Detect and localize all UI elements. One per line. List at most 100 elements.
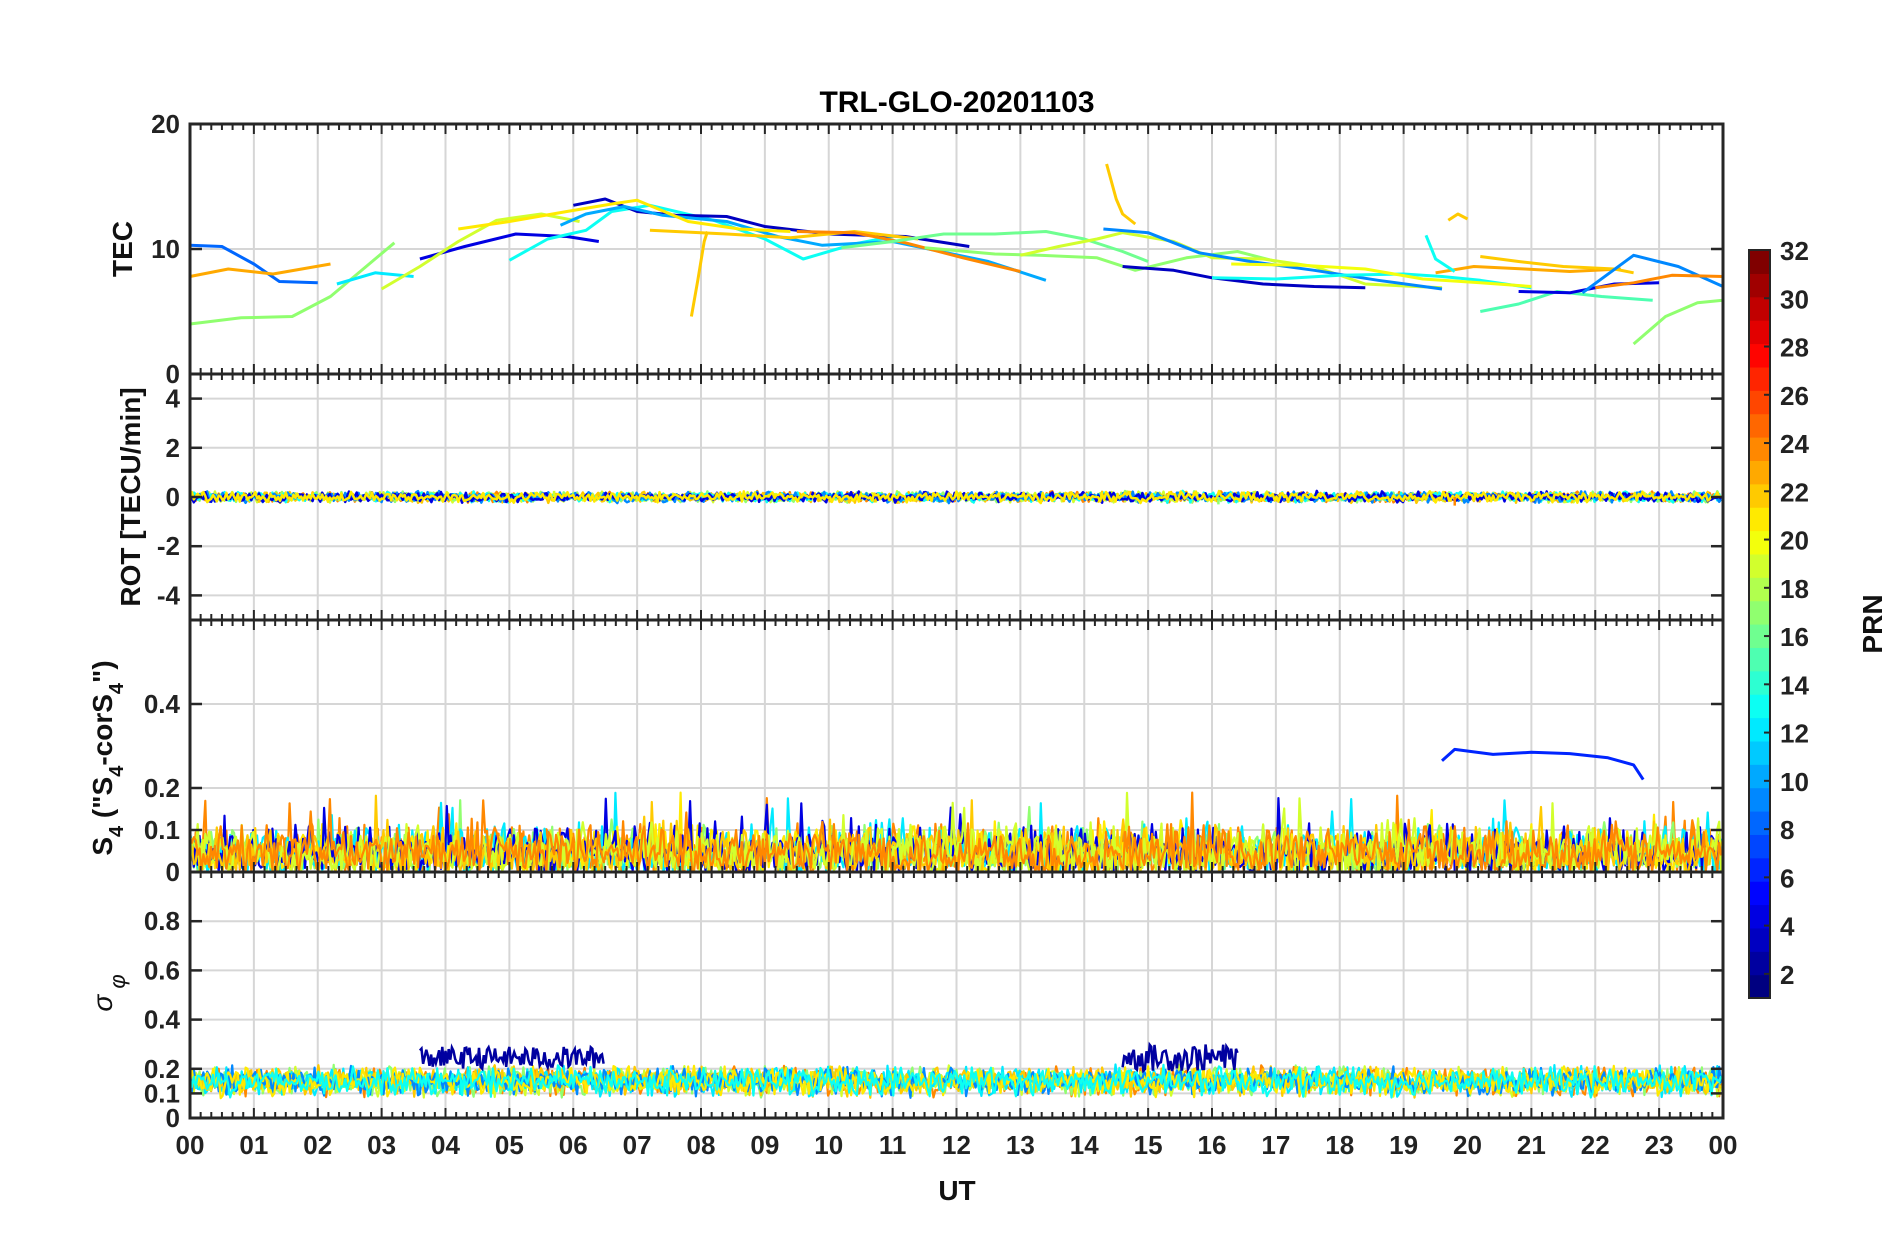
- x-tick-label: 09: [750, 1130, 779, 1160]
- tec-series-prn-23: [189, 262, 331, 278]
- colorbar-segment: [1749, 577, 1770, 602]
- x-tick-label: 12: [942, 1130, 971, 1160]
- colorbar-tick-label: 28: [1780, 333, 1809, 363]
- sigma_phi-trace-prn-13: [188, 1063, 1723, 1099]
- s4-y-tick-label: 0.2: [144, 773, 180, 803]
- colorbar-tick-label: 30: [1780, 284, 1809, 314]
- colorbar-segment: [1749, 366, 1770, 391]
- colorbar-segment: [1749, 460, 1770, 485]
- sigma_phi-burst-prn-2: [1121, 1041, 1239, 1074]
- colorbar-segment: [1749, 390, 1770, 415]
- tec-series-prn-4: [419, 232, 600, 261]
- x-tick-label: 17: [1261, 1130, 1290, 1160]
- tec-series-prn-17: [1632, 298, 1724, 346]
- colorbar-segment: [1749, 811, 1770, 835]
- x-tick-label: 21: [1517, 1130, 1546, 1160]
- x-tick-label: 14: [1070, 1130, 1099, 1160]
- x-tick-label: 20: [1453, 1130, 1482, 1160]
- x-tick-label: 13: [1006, 1130, 1035, 1160]
- colorbar-segment: [1749, 624, 1770, 648]
- colorbar-tick-label: 6: [1780, 863, 1794, 893]
- x-tick-label: 03: [367, 1130, 396, 1160]
- tec-series-prn-16: [841, 230, 1149, 263]
- s4-y-tick-label: 0.1: [144, 815, 180, 845]
- colorbar-segment: [1749, 437, 1770, 461]
- colorbar-segment: [1749, 320, 1770, 345]
- tec-series-prn-20: [1231, 262, 1532, 288]
- colorbar-segment: [1749, 296, 1770, 321]
- colorbar-segment: [1749, 927, 1770, 952]
- colorbar-tick-label: 8: [1780, 815, 1794, 845]
- chart-title: TRL-GLO-20201103: [819, 86, 1094, 119]
- colorbar-segment: [1749, 881, 1770, 906]
- x-tick-label: 00: [1709, 1130, 1738, 1160]
- colorbar-tick-label: 24: [1780, 429, 1809, 459]
- rot-y-axis-label: ROT [TECU/min]: [115, 387, 146, 606]
- colorbar-segment: [1749, 647, 1770, 672]
- colorbar-segment: [1749, 273, 1770, 298]
- colorbar-segment: [1749, 717, 1770, 742]
- colorbar-segment: [1749, 507, 1770, 532]
- s4-y-tick-label: 0: [166, 857, 180, 887]
- x-tick-label: 08: [687, 1130, 716, 1160]
- tec-series-prn-22: [1447, 212, 1469, 222]
- x-tick-label: 11: [879, 1130, 907, 1160]
- colorbar-segment: [1749, 670, 1770, 695]
- sigma_phi-y-tick-label: 0.2: [144, 1054, 180, 1084]
- s4-y-axis-label: S4 ("S4-corS4"): [87, 660, 128, 855]
- colorbar-tick-label: 12: [1780, 719, 1809, 749]
- colorbar-segment: [1749, 951, 1770, 976]
- tec-series-prn-10: [559, 205, 1047, 282]
- tec-series-prn-3: [1122, 265, 1366, 290]
- x-tick-label: 22: [1581, 1130, 1610, 1160]
- colorbar-segment: [1749, 857, 1770, 882]
- tec-series-prn-22: [649, 228, 919, 241]
- colorbar-segment: [1749, 834, 1770, 859]
- s4-series-prn-6: [1441, 747, 1645, 781]
- rot-y-tick-label: -2: [157, 531, 180, 561]
- x-tick-label: 04: [431, 1130, 460, 1160]
- tec-series-prn-8: [189, 243, 318, 285]
- x-tick-label: 06: [559, 1130, 588, 1160]
- colorbar-tick-label: 26: [1780, 381, 1809, 411]
- x-tick-label: 07: [623, 1130, 652, 1160]
- sigma_phi-y-tick-label: 0.4: [144, 1005, 181, 1035]
- x-axis-label: UT: [938, 1175, 975, 1206]
- tec-series-prn-13: [1424, 234, 1456, 273]
- colorbar-segment: [1749, 787, 1770, 812]
- sigma_phi-y-tick-label: 0: [166, 1103, 180, 1133]
- tec-y-tick-label: 0: [166, 359, 180, 389]
- colorbar-frame: [1748, 249, 1771, 999]
- tec-y-tick-label: 20: [151, 109, 180, 139]
- rot-y-tick-label: -4: [157, 580, 181, 610]
- tec-series-prn-22: [1105, 163, 1137, 226]
- colorbar-segment: [1749, 483, 1770, 508]
- sigma_phi-burst-prn-2: [418, 1043, 605, 1072]
- x-tick-label: 10: [814, 1130, 843, 1160]
- colorbar-label: PRN: [1857, 594, 1888, 653]
- colorbar-segment: [1749, 250, 1770, 274]
- colorbar-tick-label: 18: [1780, 574, 1809, 604]
- rot-y-tick-label: 2: [166, 433, 180, 463]
- colorbar-segment: [1749, 740, 1770, 765]
- tec-series-prn-22: [689, 231, 709, 317]
- colorbar-tick-label: 10: [1780, 767, 1809, 797]
- rot-y-tick-label: 4: [166, 384, 181, 414]
- tec-series-prn-9: [1103, 227, 1443, 291]
- colorbar-tick-label: 14: [1780, 670, 1809, 700]
- colorbar-segment: [1749, 530, 1770, 555]
- tec-y-tick-label: 10: [151, 234, 180, 264]
- x-tick-label: 01: [239, 1130, 268, 1160]
- colorbar-tick-label: 32: [1780, 236, 1809, 266]
- colorbar-segment: [1749, 343, 1770, 368]
- colorbar-tick-label: 16: [1780, 622, 1809, 652]
- colorbar-segment: [1749, 974, 1770, 999]
- sigma_phi-y-tick-label: 0.6: [144, 955, 180, 985]
- tec-series-prn-24: [796, 230, 1021, 273]
- tec-series-prn-21: [458, 198, 791, 233]
- colorbar-tick-label: 22: [1780, 477, 1809, 507]
- x-tick-label: 15: [1134, 1130, 1163, 1160]
